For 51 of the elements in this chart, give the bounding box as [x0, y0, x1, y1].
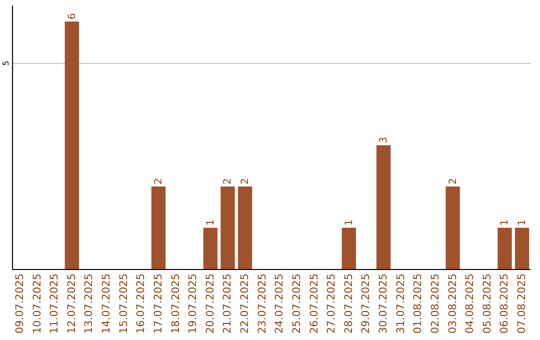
x-tick-label: 22.07.2025: [239, 274, 252, 334]
data-label: 2: [240, 178, 252, 184]
data-label: 1: [344, 219, 355, 226]
x-tick-label: 13.07.2025: [83, 274, 96, 334]
bar: [203, 228, 218, 269]
bar: [376, 145, 391, 269]
bar: [498, 228, 512, 269]
x-tick-label: 25.07.2025: [290, 274, 303, 334]
x-tick-label: 23.07.2025: [256, 274, 268, 334]
data-label: 6: [66, 13, 78, 20]
x-tick-label: 27.07.2025: [326, 274, 338, 334]
bar: [514, 228, 530, 269]
data-label: 2: [448, 178, 459, 184]
bar: [64, 22, 79, 269]
x-tick-label: 31.07.2025: [394, 274, 407, 334]
data-label: 1: [517, 219, 528, 226]
x-tick-label: 19.07.2025: [187, 274, 200, 334]
x-tick-label: 03.08.2025: [446, 274, 459, 334]
x-tick-label: 07.08.2025: [516, 274, 528, 334]
data-label: 2: [153, 178, 164, 184]
x-tick-label: 21.07.2025: [222, 274, 234, 334]
bar: [238, 186, 252, 269]
x-tick-label: 26.07.2025: [308, 274, 320, 334]
data-label: 1: [205, 219, 216, 226]
x-tick-label: 02.08.2025: [429, 274, 442, 334]
x-tick-label: 30.07.2025: [378, 274, 390, 334]
x-tick-label: 09.07.2025: [14, 274, 26, 334]
x-tick-label: 06.08.2025: [498, 274, 511, 334]
data-label: 2: [222, 178, 234, 184]
x-tick-label: 28.07.2025: [342, 274, 355, 334]
x-tick-label: 04.08.2025: [464, 274, 476, 334]
bar: [220, 186, 235, 269]
x-tick-label: 05.08.2025: [481, 274, 494, 334]
x-tick-label: 12.07.2025: [66, 274, 78, 334]
x-tick-label: 16.07.2025: [135, 274, 148, 334]
y-tick-label: 5: [2, 60, 10, 66]
data-label: 3: [378, 136, 390, 144]
bar: [342, 228, 356, 269]
x-tick-label: 10.07.2025: [31, 274, 44, 334]
x-tick-label: 11.07.2025: [48, 274, 61, 334]
x-tick-label: 18.07.2025: [170, 274, 182, 334]
x-tick-label: 24.07.2025: [274, 274, 286, 334]
data-label: 1: [500, 219, 511, 226]
x-tick-label: 17.07.2025: [152, 274, 164, 334]
x-tick-label: 20.07.2025: [204, 274, 216, 334]
bar: [446, 186, 460, 269]
x-tick-label: 15.07.2025: [118, 274, 130, 334]
x-tick-label: 14.07.2025: [100, 274, 113, 334]
x-tick-label: 01.08.2025: [412, 274, 424, 334]
x-tick-label: 29.07.2025: [360, 274, 372, 334]
bar: [151, 186, 166, 269]
